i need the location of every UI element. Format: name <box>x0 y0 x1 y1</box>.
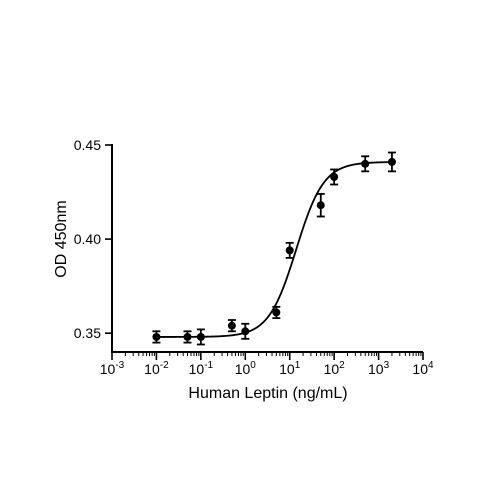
data-points-layer <box>152 151 396 346</box>
data-point-group <box>272 305 281 320</box>
data-point-group <box>387 151 396 173</box>
data-point <box>183 332 192 341</box>
data-point <box>241 327 250 336</box>
data-point <box>361 159 370 168</box>
data-point-group <box>316 193 325 218</box>
data-point-group <box>183 330 192 344</box>
x-tick-label: 104 <box>412 360 434 377</box>
data-point <box>285 246 294 255</box>
data-point <box>152 332 161 341</box>
axes: 0.35 0.40 0.45 10-3 10-2 10-1 100 101 102 103 104 <box>74 137 434 377</box>
y-tick-label: 0.40 <box>74 231 101 247</box>
y-axis-title: OD 450nm <box>53 200 70 277</box>
data-point <box>227 321 236 330</box>
data-point <box>272 308 281 317</box>
x-axis-title: Human Leptin (ng/mL) <box>188 385 347 402</box>
data-point-group <box>285 241 294 259</box>
x-tick-label: 102 <box>324 360 346 377</box>
x-tick-label: 10-2 <box>144 360 169 377</box>
data-point <box>387 157 396 166</box>
y-tick-label: 0.45 <box>74 137 101 153</box>
data-point <box>196 332 205 341</box>
x-tick-label: 100 <box>235 360 257 377</box>
data-point-group <box>152 330 161 344</box>
x-tick-label: 101 <box>279 360 301 377</box>
y-tick-label: 0.35 <box>74 325 101 341</box>
data-point <box>316 201 325 210</box>
data-point-group <box>361 155 370 173</box>
data-point <box>330 172 339 181</box>
x-tick-label: 10-1 <box>189 360 214 377</box>
x-tick-label: 10-3 <box>100 360 125 377</box>
x-tick-label: 103 <box>368 360 390 377</box>
data-point-group <box>196 328 205 346</box>
data-point-group <box>227 319 236 333</box>
data-point-group <box>241 322 250 340</box>
data-point-group <box>330 168 339 186</box>
